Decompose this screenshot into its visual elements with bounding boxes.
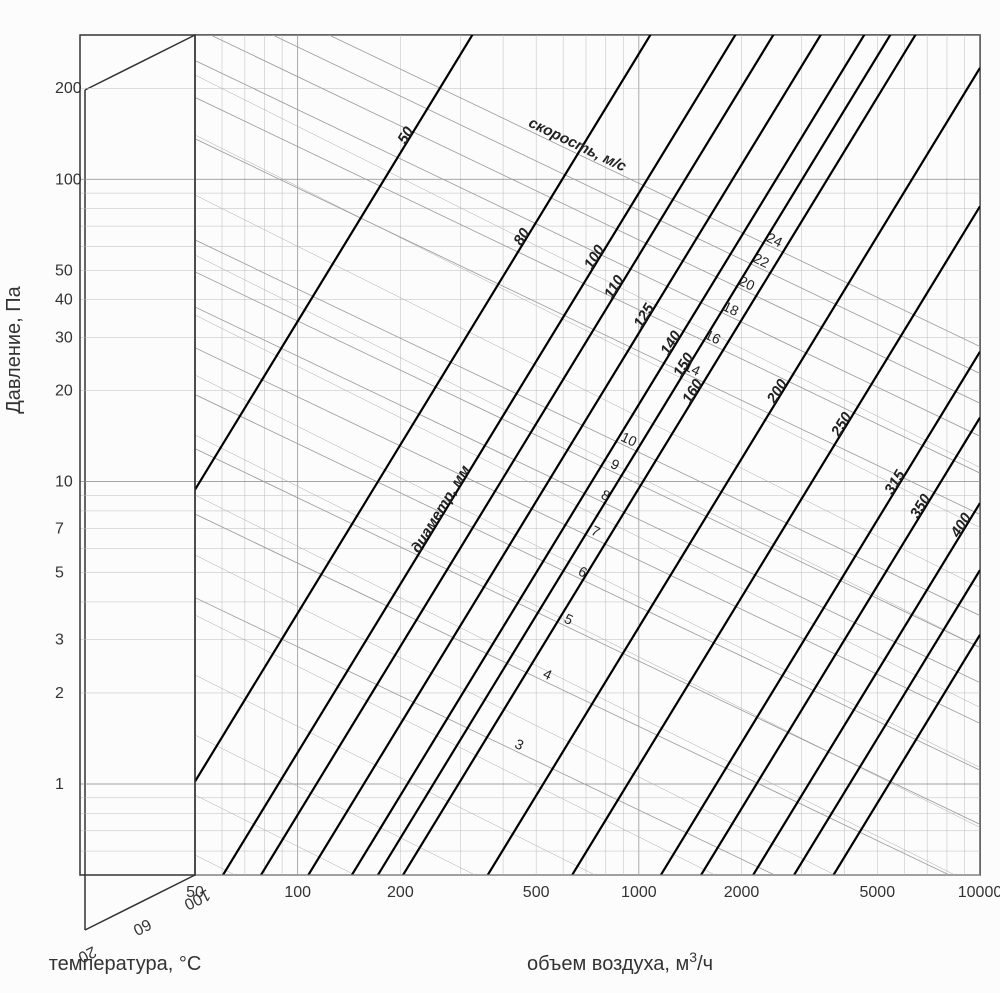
velocity-label-18: 18 <box>720 298 741 319</box>
velocity-label-9: 9 <box>608 455 622 473</box>
x-tick: 5000 <box>860 884 896 901</box>
velocity-line-20 <box>195 28 980 404</box>
y-tick: 40 <box>55 292 73 309</box>
diameter-line-500 <box>195 635 980 993</box>
temp-hatch <box>80 318 980 768</box>
diameter-label-400: 400 <box>947 509 975 541</box>
velocity-line-22 <box>195 0 980 373</box>
left-margin-border <box>80 35 195 875</box>
y-tick: 20 <box>55 383 73 400</box>
nomogram-chart: 2060100 50801001101251401501602002503153… <box>0 0 1000 993</box>
y-tick: 7 <box>55 520 64 537</box>
x-tick: 500 <box>523 884 550 901</box>
diameter-label-125: 125 <box>630 300 658 331</box>
velocity-line-6 <box>195 395 980 771</box>
velocity-label-4: 4 <box>541 665 555 683</box>
y-tick: 100 <box>55 171 82 188</box>
y-tick: 1 <box>55 776 64 793</box>
velocity-series-label: скорость, м/с <box>526 114 630 175</box>
x-tick: 200 <box>387 884 414 901</box>
y-tick: 30 <box>55 329 73 346</box>
velocity-line-9 <box>195 272 980 648</box>
x-tick: 2000 <box>724 884 760 901</box>
diameter-line-450 <box>195 570 980 993</box>
velocity-line-5 <box>195 449 980 825</box>
y-tick: 2 <box>55 685 64 702</box>
aux-tick: 60 <box>130 915 154 938</box>
velocity-line-7 <box>195 348 980 724</box>
aux-edge <box>85 35 195 90</box>
y-tick: 5 <box>55 565 64 582</box>
velocity-label-16: 16 <box>702 326 723 347</box>
velocity-line-14 <box>195 139 980 515</box>
aux-axis-label: температура, °С <box>49 953 202 975</box>
velocity-line-3 <box>195 598 980 974</box>
temp-hatch <box>80 438 980 888</box>
y-tick: 200 <box>55 80 82 97</box>
x-axis-label: объем воздуха, м3/ч <box>527 949 713 975</box>
x-tick: 100 <box>284 884 311 901</box>
y-tick: 3 <box>55 632 64 649</box>
y-tick: 50 <box>55 262 73 279</box>
y-tick: 10 <box>55 474 73 491</box>
plot-border <box>195 35 980 875</box>
diameter-label-80: 80 <box>510 225 534 249</box>
diameter-line-400 <box>195 503 980 993</box>
x-tick: 10000 <box>958 884 1000 901</box>
velocity-label-3: 3 <box>513 735 527 753</box>
temp-hatch <box>80 78 980 528</box>
x-tick: 50 <box>186 884 204 901</box>
velocity-label-24: 24 <box>764 229 785 250</box>
diameter-line-350 <box>195 418 980 993</box>
velocity-label-20: 20 <box>736 273 757 294</box>
y-axis-label: Давление, Па <box>3 285 25 413</box>
temp-hatch <box>80 558 980 993</box>
diameter-label-110: 110 <box>601 272 628 302</box>
x-tick: 1000 <box>621 884 657 901</box>
temp-hatch <box>80 138 980 588</box>
diameter-label-250: 250 <box>827 409 855 441</box>
diameter-label-315: 315 <box>881 467 909 498</box>
velocity-line-18 <box>195 61 980 437</box>
diameter-label-50: 50 <box>394 123 418 147</box>
velocity-label-22: 22 <box>751 250 772 271</box>
temp-hatch <box>80 978 980 993</box>
velocity-line-8 <box>195 307 980 683</box>
